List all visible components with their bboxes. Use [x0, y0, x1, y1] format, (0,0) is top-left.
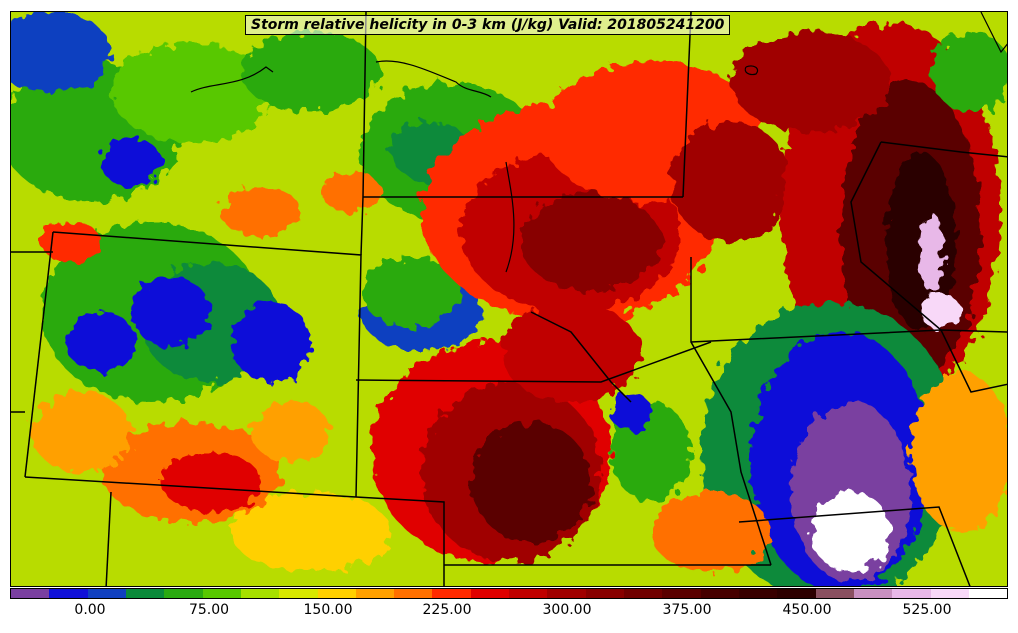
colorbar-segment: [930, 589, 969, 598]
colorbar-tick-label: 150.00: [303, 602, 353, 618]
colorbar-segment: [470, 589, 510, 598]
colorbar-segment: [624, 589, 663, 598]
colorbar-segment: [87, 589, 126, 598]
lake-outlines: [190, 12, 1007, 273]
colorbar-segment: [317, 589, 356, 598]
colorbar-segment: [815, 589, 854, 598]
state-boundaries: [11, 12, 1007, 586]
colorbar-segment: [279, 589, 318, 598]
colorbar-segment: [892, 589, 931, 598]
colorbar-tick-label: 300.00: [542, 602, 592, 618]
colorbar-segment: [164, 589, 203, 598]
colorbar-segment: [240, 589, 280, 598]
helicity-contours: [11, 12, 1007, 586]
colorbar-segment: [700, 589, 739, 598]
helicity-map: [11, 12, 1007, 586]
colorbar-tick-label: 75.00: [188, 602, 230, 618]
colorbar: [10, 588, 1008, 599]
colorbar-segment: [509, 589, 548, 598]
colorbar-segment: [11, 589, 50, 598]
colorbar-segment: [49, 589, 88, 598]
colorbar-tick-label: 450.00: [782, 602, 832, 618]
colorbar-segment: [738, 589, 778, 598]
colorbar-segment: [432, 589, 471, 598]
colorbar-segment: [355, 589, 395, 598]
colorbar-tick-label: 0.00: [74, 602, 106, 618]
colorbar-segment: [777, 589, 816, 598]
map-title: Storm relative helicity in 0-3 km (J/kg)…: [245, 15, 731, 35]
colorbar-tick-label: 375.00: [662, 602, 712, 618]
colorbar-tick-label: 225.00: [422, 602, 472, 618]
colorbar-segment: [125, 589, 165, 598]
colorbar-segment: [585, 589, 624, 598]
colorbar-tick-label: 525.00: [902, 602, 952, 618]
map-panel: [10, 11, 1008, 587]
colorbar-segment: [202, 589, 241, 598]
colorbar-segment: [853, 589, 893, 598]
colorbar-segment: [547, 589, 586, 598]
colorbar-segment: [662, 589, 701, 598]
colorbar-segment: [968, 589, 1008, 598]
colorbar-segment: [394, 589, 433, 598]
